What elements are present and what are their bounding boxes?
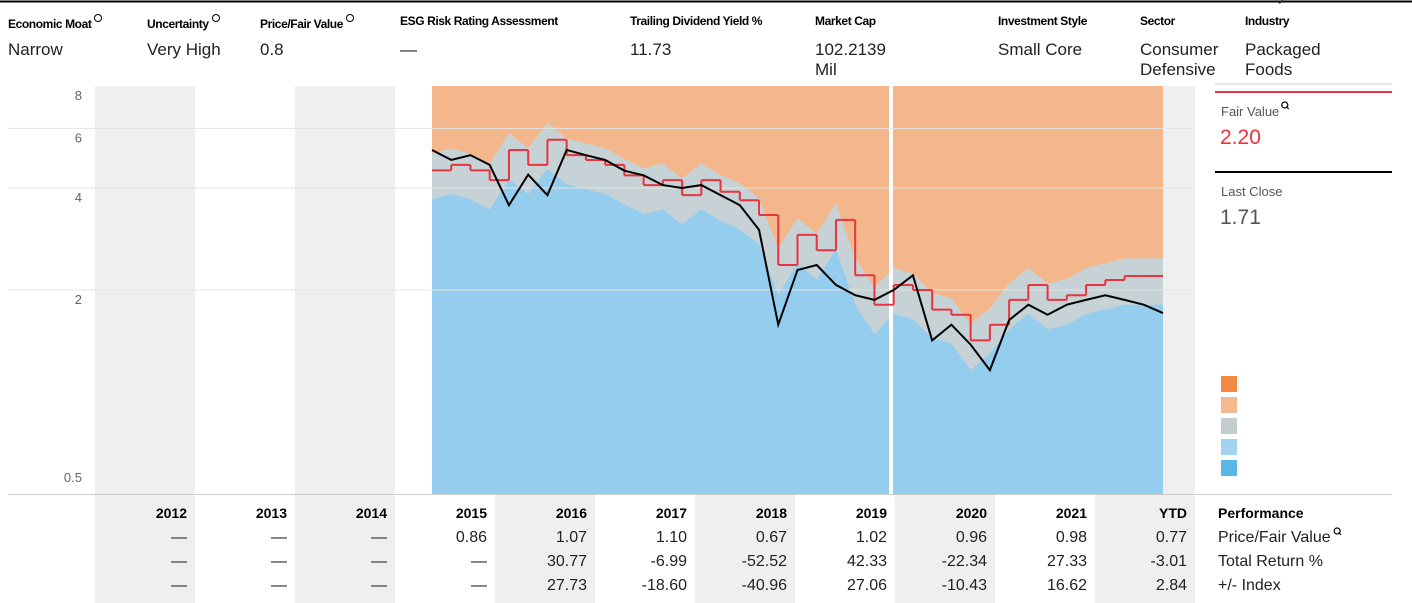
table-column-header: 2017 — [656, 505, 687, 521]
table-row-label: Price/Fair Value — [1218, 529, 1331, 546]
table-cell: — — [271, 553, 287, 570]
q-icon — [346, 14, 354, 22]
band-area — [432, 169, 1163, 494]
q-icon-tail — [1338, 532, 1342, 536]
table-cell: 0.96 — [956, 529, 987, 546]
q-icon — [1281, 101, 1290, 110]
table-column-header: 2020 — [956, 505, 987, 521]
header-label: Price/Fair Value — [260, 14, 354, 31]
table-cell: 1.10 — [656, 529, 687, 546]
table-cell: — — [371, 577, 387, 594]
header-label: Uncertainty — [147, 14, 220, 31]
table-column-header: 2019 — [856, 505, 887, 521]
table-cell: 42.33 — [847, 553, 887, 570]
table-column-header: YTD — [1159, 505, 1187, 521]
q-icon — [94, 14, 103, 22]
table-cell: — — [471, 577, 487, 594]
header-label: ESG Risk Rating Assessment — [400, 14, 558, 28]
summary-label: Fair Value — [1221, 104, 1279, 119]
table-cell: -40.96 — [742, 577, 787, 594]
y-tick-label: 4 — [75, 190, 82, 205]
table-cell: 0.67 — [756, 529, 787, 546]
y-tick-label: 0.5 — [64, 470, 82, 485]
y-tick-label: 8 — [75, 88, 82, 103]
column-stripe — [95, 86, 195, 603]
header-value: — — [400, 40, 417, 59]
header-label: Market Cap — [815, 14, 876, 28]
legend-label: Fairly Valued — [1245, 0, 1343, 4]
table-column-header: 2016 — [556, 505, 587, 521]
column-stripe — [295, 86, 395, 603]
table-column-header: 2012 — [156, 505, 187, 521]
y-tick-label: 2 — [75, 292, 82, 307]
legend-label: Undervalued — [1245, 0, 1341, 4]
header-value: 102.2139 Mil — [815, 40, 886, 79]
table-column-header: 2014 — [356, 505, 387, 521]
table-cell: — — [171, 577, 187, 594]
q-icon — [211, 14, 220, 22]
table-cell: 1.02 — [856, 529, 887, 546]
table-cell: 1.07 — [556, 529, 587, 546]
table-column-header: 2018 — [756, 505, 787, 521]
price-line — [431, 148, 1164, 373]
legend-swatch — [1221, 376, 1237, 392]
table-cell: -52.52 — [742, 553, 787, 570]
table-cell: -22.34 — [942, 553, 987, 570]
table-cell: -10.43 — [942, 577, 987, 594]
table-cell: 0.98 — [1056, 529, 1087, 546]
table-cell: — — [471, 553, 487, 570]
table-cell: 27.73 — [547, 577, 587, 594]
table-cell: 0.77 — [1156, 529, 1187, 546]
y-tick-label: 6 — [75, 130, 82, 145]
summary-label: Last Close — [1221, 184, 1282, 199]
table-title: Performance — [1218, 505, 1304, 521]
table-cell: -18.60 — [642, 577, 687, 594]
table-cell: — — [371, 529, 387, 546]
header-value: 0.8 — [260, 40, 284, 59]
table-column-header: 2013 — [256, 505, 287, 521]
legend-swatch — [1221, 418, 1237, 434]
table-cell: -3.01 — [1151, 553, 1188, 570]
summary-value: 1.71 — [1220, 206, 1261, 229]
header-label: Sector — [1140, 14, 1175, 28]
header-label: Investment Style — [998, 14, 1087, 28]
table-cell: — — [371, 553, 387, 570]
header-value: Packaged Foods — [1245, 40, 1321, 79]
table-cell: — — [271, 577, 287, 594]
header-value: Narrow — [8, 40, 63, 59]
table-cell: 27.33 — [1047, 553, 1087, 570]
table-cell: — — [271, 529, 287, 546]
summary-value: 2.20 — [1220, 126, 1261, 149]
header-value: Small Core — [998, 40, 1083, 59]
header-label: Trailing Dividend Yield % — [630, 14, 763, 28]
table-cell: — — [171, 529, 187, 546]
legend-label: Overvalued — [1245, 0, 1332, 4]
table-cell: 16.62 — [1047, 577, 1087, 594]
header-label: Economic Moat — [8, 14, 103, 31]
q-icon-ring — [1333, 527, 1341, 535]
header-value: Very High — [147, 40, 221, 59]
table-row-label: +/- Index — [1218, 577, 1281, 594]
table-cell: -6.99 — [651, 553, 688, 570]
q-icon-ring — [1281, 101, 1289, 109]
q-icon-tail — [1285, 106, 1290, 110]
legend-swatch — [1221, 460, 1237, 476]
table-cell: 30.77 — [547, 553, 587, 570]
table-row-label: Total Return % — [1218, 553, 1323, 570]
table-cell: 2.84 — [1156, 577, 1187, 594]
table-cell: 0.86 — [456, 529, 487, 546]
header-value: Consumer Defensive — [1140, 40, 1219, 79]
header-value: 11.73 — [630, 40, 672, 59]
legend-swatch — [1221, 439, 1237, 455]
table-column-header: 2015 — [456, 505, 487, 521]
table-column-header: 2021 — [1056, 505, 1087, 521]
legend-swatch — [1221, 397, 1237, 413]
table-cell: 27.06 — [847, 577, 887, 594]
header-label: Industry — [1245, 14, 1290, 28]
q-icon — [1333, 527, 1342, 536]
table-cell: — — [171, 553, 187, 570]
